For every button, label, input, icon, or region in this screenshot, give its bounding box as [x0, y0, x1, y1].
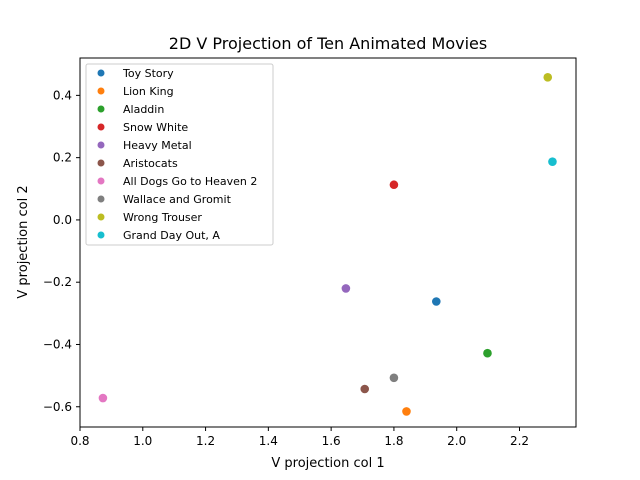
plot-area — [98, 73, 557, 416]
legend-entry-label: All Dogs Go to Heaven 2 — [123, 175, 257, 188]
y-tick-label: −0.6 — [43, 400, 72, 414]
data-point — [432, 297, 441, 306]
x-axis: 0.8 1.0 1.2 1.4 1.6 1.8 2.0 2.2 — [70, 427, 529, 448]
y-tick-label: 0.2 — [53, 151, 72, 165]
x-tick-label: 1.8 — [384, 434, 403, 448]
data-point — [402, 407, 411, 416]
legend-entry-label: Heavy Metal — [123, 139, 192, 152]
legend: Toy Story Lion King Aladdin Snow White Heavy… — [85, 63, 274, 246]
legend-marker — [97, 87, 105, 95]
legend-entry-label: Toy Story — [122, 67, 174, 80]
x-tick-label: 2.2 — [510, 434, 529, 448]
legend-marker — [97, 159, 105, 167]
legend-marker — [97, 213, 105, 221]
x-tick-label: 1.6 — [322, 434, 341, 448]
y-tick-label: −0.4 — [43, 337, 72, 351]
legend-entry-label: Aladdin — [123, 103, 164, 116]
x-tick-label: 0.8 — [70, 434, 89, 448]
legend-entry-label: Wrong Trouser — [123, 211, 202, 224]
legend-marker — [97, 177, 105, 185]
legend-entry-label: Lion King — [123, 85, 174, 98]
data-point — [543, 73, 553, 82]
data-point — [341, 284, 351, 293]
data-point — [389, 180, 399, 190]
legend-entry-label: Snow White — [123, 121, 188, 134]
y-tick-label: −0.2 — [43, 275, 72, 289]
legend-marker — [97, 123, 105, 131]
y-tick-label: 0.0 — [53, 213, 72, 227]
chart-title: 2D V Projection of Ten Animated Movies — [169, 34, 487, 53]
legend-marker — [97, 141, 105, 149]
legend-marker — [97, 195, 105, 203]
data-point — [483, 348, 492, 358]
plot-frame — [79, 57, 577, 428]
data-point — [98, 393, 108, 403]
data-point — [389, 373, 399, 383]
x-tick-label: 2.0 — [447, 434, 466, 448]
data-point — [548, 157, 557, 166]
x-tick-label: 1.0 — [133, 434, 152, 448]
legend-box — [85, 63, 274, 246]
y-axis: −0.6 −0.4 −0.2 0.0 0.2 0.4 — [43, 88, 80, 414]
legend-entry-label: Aristocats — [123, 157, 178, 170]
x-axis-label: V projection col 1 — [271, 456, 384, 471]
legend-marker — [97, 231, 105, 239]
data-point — [360, 384, 370, 394]
x-tick-label: 1.2 — [196, 434, 215, 448]
legend-marker — [97, 69, 105, 77]
legend-entry-label: Grand Day Out, A — [123, 229, 220, 242]
x-tick-label: 1.4 — [259, 434, 278, 448]
y-axis-label: V projection col 2 — [16, 185, 31, 298]
legend-marker — [97, 105, 105, 113]
y-tick-label: 0.4 — [53, 88, 72, 102]
legend-entry-label: Wallace and Gromit — [123, 193, 232, 206]
